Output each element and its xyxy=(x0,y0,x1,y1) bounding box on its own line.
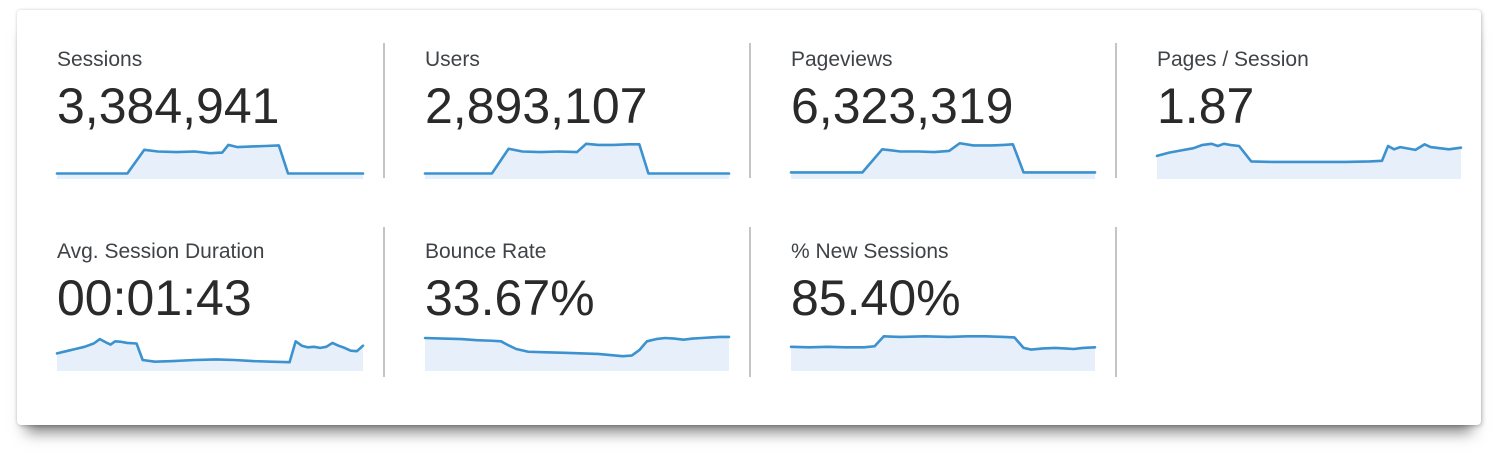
metric-label: Avg. Session Duration xyxy=(57,240,265,263)
sparkline-chart xyxy=(425,327,729,371)
sparkline-chart xyxy=(425,135,729,179)
sparkline-chart xyxy=(57,135,363,179)
sparkline-line xyxy=(57,145,363,174)
sparkline-line xyxy=(791,336,1095,349)
sparkline-line xyxy=(1157,144,1461,162)
sparkline-line xyxy=(425,337,729,356)
metric-value: 33.67% xyxy=(425,270,595,326)
metric-card-bounce-rate[interactable]: Bounce Rate 33.67% xyxy=(383,227,749,377)
metric-card-pageviews[interactable]: Pageviews 6,323,319 xyxy=(749,43,1115,179)
metric-label: % New Sessions xyxy=(791,240,949,263)
sparkline-fill xyxy=(425,143,729,179)
metric-value: 1.87 xyxy=(1157,78,1255,134)
metric-label: Pageviews xyxy=(791,48,893,71)
metric-value: 00:01:43 xyxy=(57,270,252,326)
sparkline-fill xyxy=(791,336,1095,371)
sparkline-chart xyxy=(1157,135,1461,179)
metrics-row-top: Sessions 3,384,941 Users 2,893,107 Pagev… xyxy=(17,43,1481,179)
metric-label: Users xyxy=(425,48,480,71)
metric-card-sessions[interactable]: Sessions 3,384,941 xyxy=(17,43,383,179)
sparkline-line xyxy=(57,339,363,362)
sparkline-chart xyxy=(791,327,1095,371)
metric-label: Bounce Rate xyxy=(425,240,547,263)
sparkline-chart xyxy=(791,135,1095,179)
metric-value: 2,893,107 xyxy=(425,78,648,134)
sparkline-chart xyxy=(57,327,363,371)
metric-card-avg-session-duration[interactable]: Avg. Session Duration 00:01:43 xyxy=(17,227,383,377)
metric-card-users[interactable]: Users 2,893,107 xyxy=(383,43,749,179)
empty-metric-slot xyxy=(1115,227,1481,377)
sparkline-line xyxy=(425,144,729,174)
metrics-row-bottom: Avg. Session Duration 00:01:43 Bounce Ra… xyxy=(17,227,1481,377)
sparkline-fill xyxy=(57,339,363,371)
sparkline-fill xyxy=(791,143,1095,179)
metrics-scorecard: Sessions 3,384,941 Users 2,893,107 Pagev… xyxy=(17,10,1481,445)
metric-card-pages-per-session[interactable]: Pages / Session 1.87 xyxy=(1115,43,1481,179)
metric-value: 6,323,319 xyxy=(791,78,1014,134)
metric-card-percent-new-sessions[interactable]: % New Sessions 85.40% xyxy=(749,227,1115,377)
metric-value: 85.40% xyxy=(791,270,961,326)
metric-value: 3,384,941 xyxy=(57,78,280,134)
sparkline-fill xyxy=(1157,143,1461,179)
sparkline-line xyxy=(791,143,1095,172)
metric-label: Pages / Session xyxy=(1157,48,1309,71)
metric-label: Sessions xyxy=(57,48,143,71)
